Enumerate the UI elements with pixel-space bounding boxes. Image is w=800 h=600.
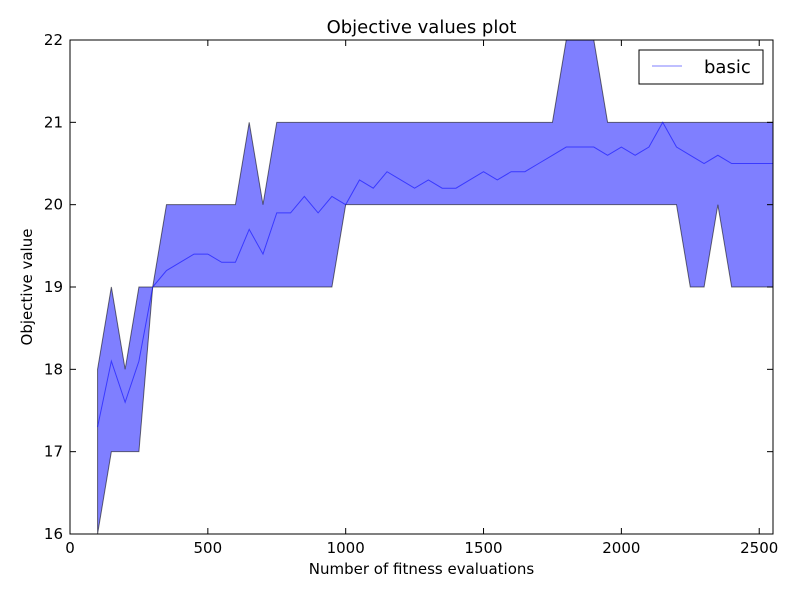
y-tick-label: 17 [44,443,63,461]
legend-box [638,49,764,85]
x-ticks: 0 500 1000 1500 2000 2500 [65,40,778,557]
y-axis-label: Objective value [18,229,36,346]
mean-line-series-0 [97,121,773,428]
x-tick-label: 500 [194,539,223,557]
y-ticks: 16 17 18 19 20 21 22 [44,31,773,543]
x-axis-label: Number of fitness evaluations [309,560,535,578]
y-tick-label: 20 [44,196,63,214]
chart-title: Objective values plot [327,17,517,38]
x-tick-label: 0 [65,539,75,557]
band-layer [97,39,774,535]
y-tick-label: 21 [44,113,63,131]
y-tick-label: 16 [44,525,63,543]
y-tick-label: 18 [44,360,63,378]
x-tick-label: 1000 [327,539,365,557]
band-area-series-0 [97,39,774,535]
x-tick-label: 2500 [740,539,778,557]
y-tick-label: 19 [44,278,63,296]
x-tick-label: 2000 [602,539,640,557]
y-tick-label: 22 [44,31,63,49]
legend: basic [638,49,764,85]
legend-label-basic: basic [704,57,751,78]
x-tick-label: 1500 [464,539,502,557]
line-layer [97,121,773,428]
